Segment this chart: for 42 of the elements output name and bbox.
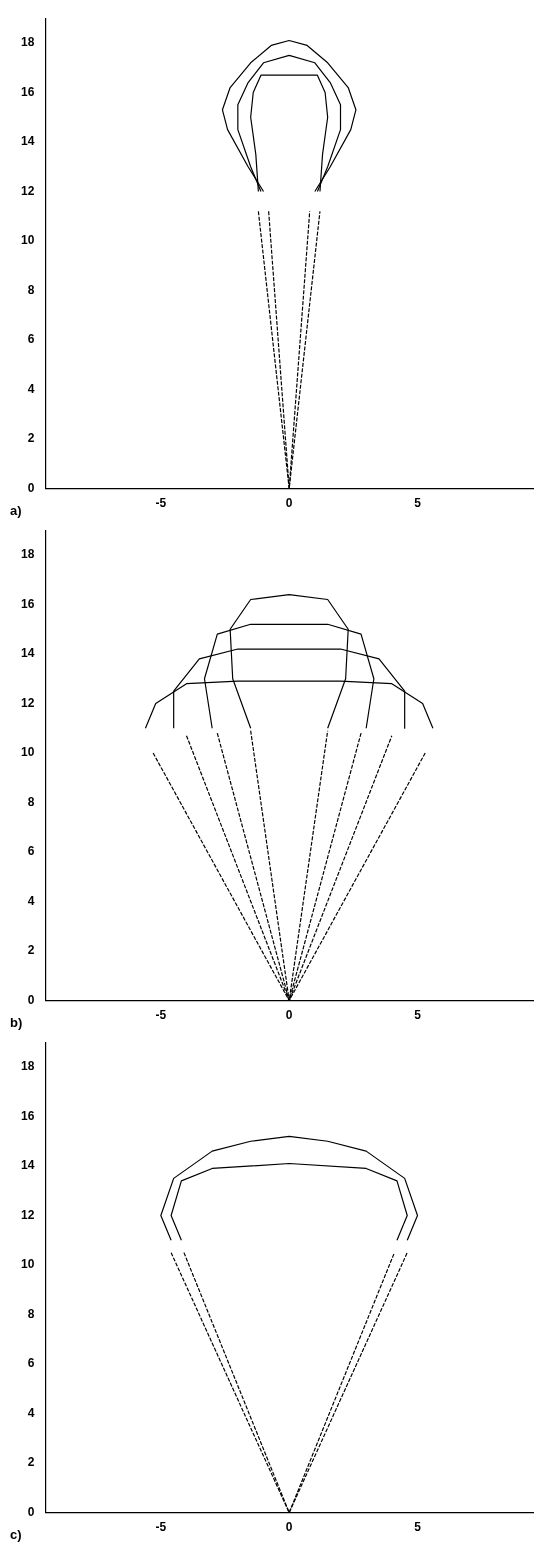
x-tick-label: -5: [155, 496, 167, 511]
y-tick-label: 18: [20, 35, 35, 50]
y-tick-label: 14: [20, 134, 35, 149]
y-tick-label: 8: [27, 282, 35, 297]
y-tick-label: 12: [20, 1207, 35, 1222]
y-tick-label: 12: [20, 183, 35, 198]
y-tick-label: 12: [20, 695, 35, 710]
text: c): [10, 1527, 22, 1543]
text: a): [10, 503, 22, 519]
y-tick-label: 4: [27, 1405, 35, 1420]
y-tick-label: 16: [20, 1108, 35, 1123]
y-tick-label: 6: [27, 1356, 35, 1371]
y-tick-label: 10: [20, 233, 35, 248]
y-tick-label: 6: [27, 332, 35, 347]
x-tick-label: 5: [414, 1008, 422, 1023]
y-tick-label: 4: [27, 893, 35, 908]
y-tick-label: 4: [27, 381, 35, 396]
y-tick-label: 18: [20, 547, 35, 562]
y-tick-label: 0: [27, 480, 35, 495]
x-tick-label: 0: [285, 1008, 293, 1023]
y-tick-label: 10: [20, 1257, 35, 1272]
y-tick-label: 14: [20, 646, 35, 661]
y-tick-label: 0: [27, 1504, 35, 1519]
y-tick-label: 14: [20, 1158, 35, 1173]
y-tick-label: 2: [27, 431, 35, 446]
y-tick-label: 8: [27, 1306, 35, 1321]
x-tick-label: 0: [285, 1520, 293, 1535]
y-tick-label: 16: [20, 84, 35, 99]
y-tick-label: 8: [27, 794, 35, 809]
x-tick-label: 5: [414, 1520, 422, 1535]
y-tick-label: 6: [27, 844, 35, 859]
x-tick-label: 5: [414, 496, 422, 511]
y-tick-label: 0: [27, 992, 35, 1007]
y-tick-label: 16: [20, 596, 35, 611]
x-tick-label: -5: [155, 1520, 167, 1535]
y-tick-label: 10: [20, 745, 35, 760]
y-tick-label: 2: [27, 1455, 35, 1470]
x-tick-label: 0: [285, 496, 293, 511]
x-tick-label: -5: [155, 1008, 167, 1023]
y-tick-label: 18: [20, 1059, 35, 1074]
text: b): [10, 1015, 23, 1031]
y-tick-label: 2: [27, 943, 35, 958]
